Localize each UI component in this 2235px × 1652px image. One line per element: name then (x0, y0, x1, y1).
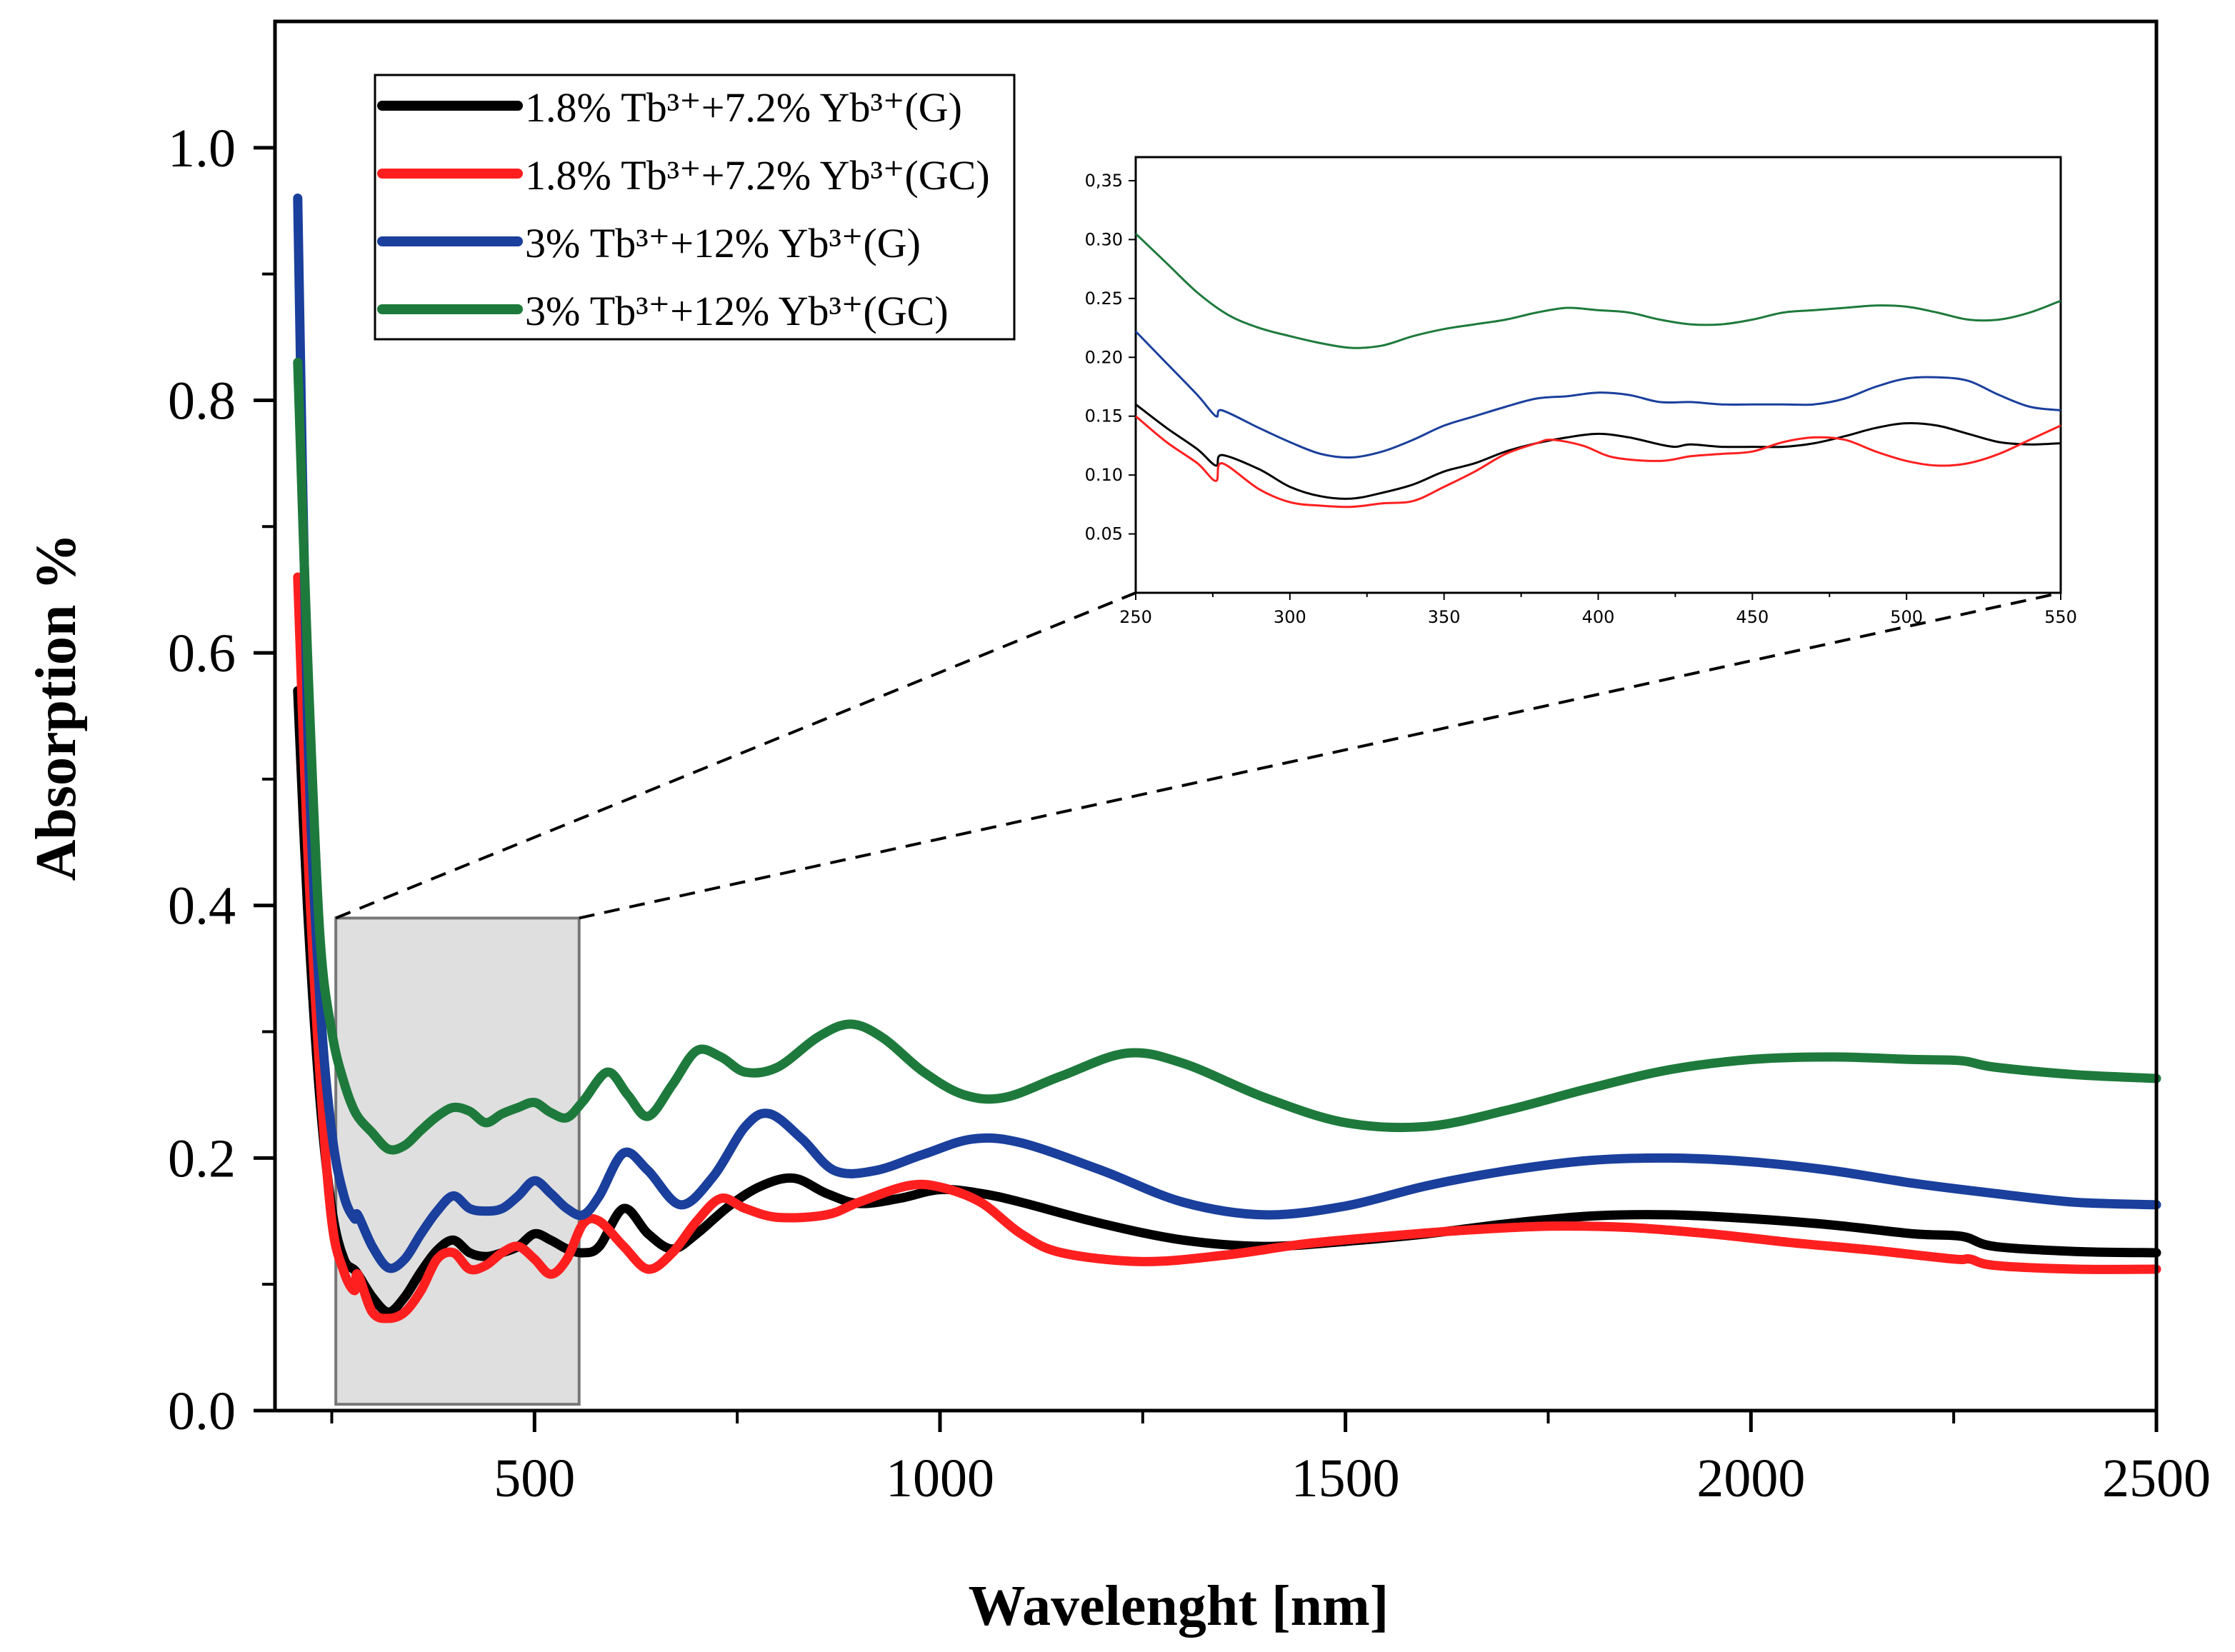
y-tick-label: 0.0 (168, 1381, 236, 1441)
inset-y-tick-label: 0.30 (1085, 229, 1123, 249)
y-tick-label: 0.6 (168, 624, 236, 684)
y-axis-label: Absorption % (25, 534, 88, 881)
main-series-line-4 (293, 357, 2161, 1155)
inset-y-tick-label: 0.10 (1085, 465, 1123, 485)
legend-frame (374, 74, 1016, 341)
y-tick-label: 0.2 (168, 1128, 236, 1188)
inset-zoom-chart: 250 300 350 400 450 500 550 0.05 0.10 0.15 0.20 0.2… (1085, 156, 2077, 627)
x-axis-label: Wavelenght [nm] (969, 1575, 1389, 1638)
inset-y-tick-label: 0.25 (1085, 289, 1123, 309)
x-tick-label: 2500 (2102, 1448, 2211, 1508)
y-tick-label: 0.8 (168, 371, 236, 431)
y-tick-label: 1.0 (168, 119, 236, 179)
main-series-line-2 (293, 572, 2161, 1323)
main-series-line-3 (293, 194, 2161, 1273)
zoom-region-box (334, 916, 581, 1406)
x-tick-label: 1500 (1291, 1448, 1400, 1508)
legend-label: 3% Tb³⁺+12% Yb³⁺(G) (525, 220, 921, 266)
inset-series-line-1 (1135, 404, 2061, 500)
main-series-line-1 (293, 686, 2161, 1317)
main-plot-frame (273, 19, 2159, 1413)
inset-series-line-2 (1135, 415, 2061, 509)
inset-axis-ticks: 250 300 350 400 450 500 550 0.05 0.10 0.15 0.20 0.2… (1085, 171, 2077, 627)
legend-label: 3% Tb³⁺+12% Yb³⁺(GC) (525, 288, 949, 334)
y-tick-label: 0.4 (168, 876, 236, 936)
zoom-connector-line (335, 591, 1136, 920)
zoom-connector-line (579, 591, 2061, 920)
main-plot-series (293, 194, 2161, 1323)
x-tick-label: 500 (494, 1448, 575, 1508)
x-tick-label: 2000 (1696, 1448, 1805, 1508)
legend-label: 1.8% Tb³⁺+7.2% Yb³⁺(G) (525, 84, 962, 131)
inset-y-tick-label: 0.20 (1085, 347, 1123, 367)
inset-plot-frame (1134, 156, 2062, 594)
inset-series-line-3 (1134, 330, 2061, 459)
inset-y-tick-label: 0,35 (1085, 171, 1123, 191)
inset-plot-series (1134, 233, 2061, 509)
inset-x-tick-label: 400 (1582, 607, 1615, 627)
inset-x-tick-label: 450 (1736, 607, 1769, 627)
legend: 1.8% Tb³⁺+7.2% Yb³⁺(G) 1.8% Tb³⁺+7.2% Yb³… (374, 74, 1016, 341)
inset-x-tick-label: 300 (1274, 607, 1306, 627)
inset-x-tick-label: 250 (1119, 607, 1152, 627)
legend-label: 1.8% Tb³⁺+7.2% Yb³⁺(GC) (525, 152, 990, 199)
main-axis-ticks: 500 1000 1500 2000 2500 0.0 0.2 0.4 0.6 0.8 1.0 (168, 119, 2211, 1508)
inset-y-tick-label: 0.05 (1085, 524, 1123, 544)
inset-y-tick-label: 0.15 (1085, 406, 1123, 426)
inset-x-tick-label: 350 (1428, 607, 1461, 627)
inset-series-line-4 (1134, 233, 2061, 349)
inset-x-tick-label: 500 (1890, 607, 1923, 627)
x-tick-label: 1000 (886, 1448, 994, 1508)
inset-x-tick-label: 550 (2044, 607, 2077, 627)
